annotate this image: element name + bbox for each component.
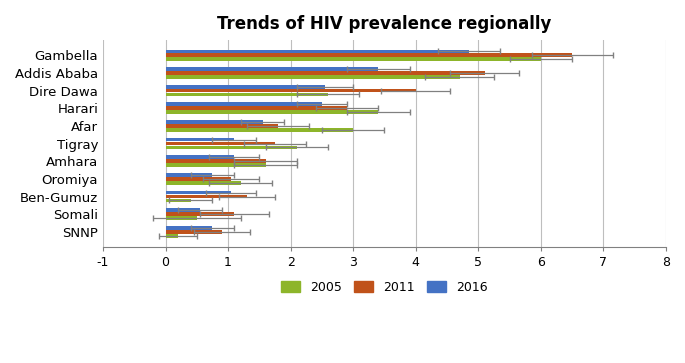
Bar — [166, 102, 322, 106]
Bar — [166, 67, 378, 71]
Bar — [166, 173, 212, 177]
Bar — [166, 216, 197, 220]
Bar — [166, 49, 469, 53]
Bar — [166, 195, 247, 198]
Bar — [166, 85, 325, 89]
Bar — [166, 120, 262, 124]
Bar — [166, 226, 212, 230]
Bar — [166, 89, 416, 93]
Bar — [166, 191, 232, 195]
Bar — [166, 234, 178, 237]
Bar — [166, 155, 234, 159]
Bar — [166, 57, 541, 61]
Bar — [166, 230, 222, 234]
Legend: 2005, 2011, 2016: 2005, 2011, 2016 — [276, 276, 493, 299]
Bar — [166, 138, 234, 142]
Bar — [166, 181, 240, 184]
Bar — [166, 106, 347, 110]
Bar — [166, 142, 275, 145]
Bar — [166, 53, 572, 57]
Bar — [166, 75, 460, 79]
Bar — [166, 212, 234, 216]
Bar — [166, 124, 278, 128]
Bar — [166, 159, 266, 163]
Bar — [166, 128, 353, 132]
Bar — [166, 146, 297, 149]
Bar — [166, 93, 328, 96]
Bar — [166, 199, 190, 202]
Bar — [166, 163, 266, 167]
Bar — [166, 208, 200, 212]
Bar — [166, 71, 484, 75]
Bar — [166, 110, 378, 114]
Title: Trends of HIV prevalence regionally: Trends of HIV prevalence regionally — [217, 15, 551, 33]
Bar — [166, 177, 232, 181]
